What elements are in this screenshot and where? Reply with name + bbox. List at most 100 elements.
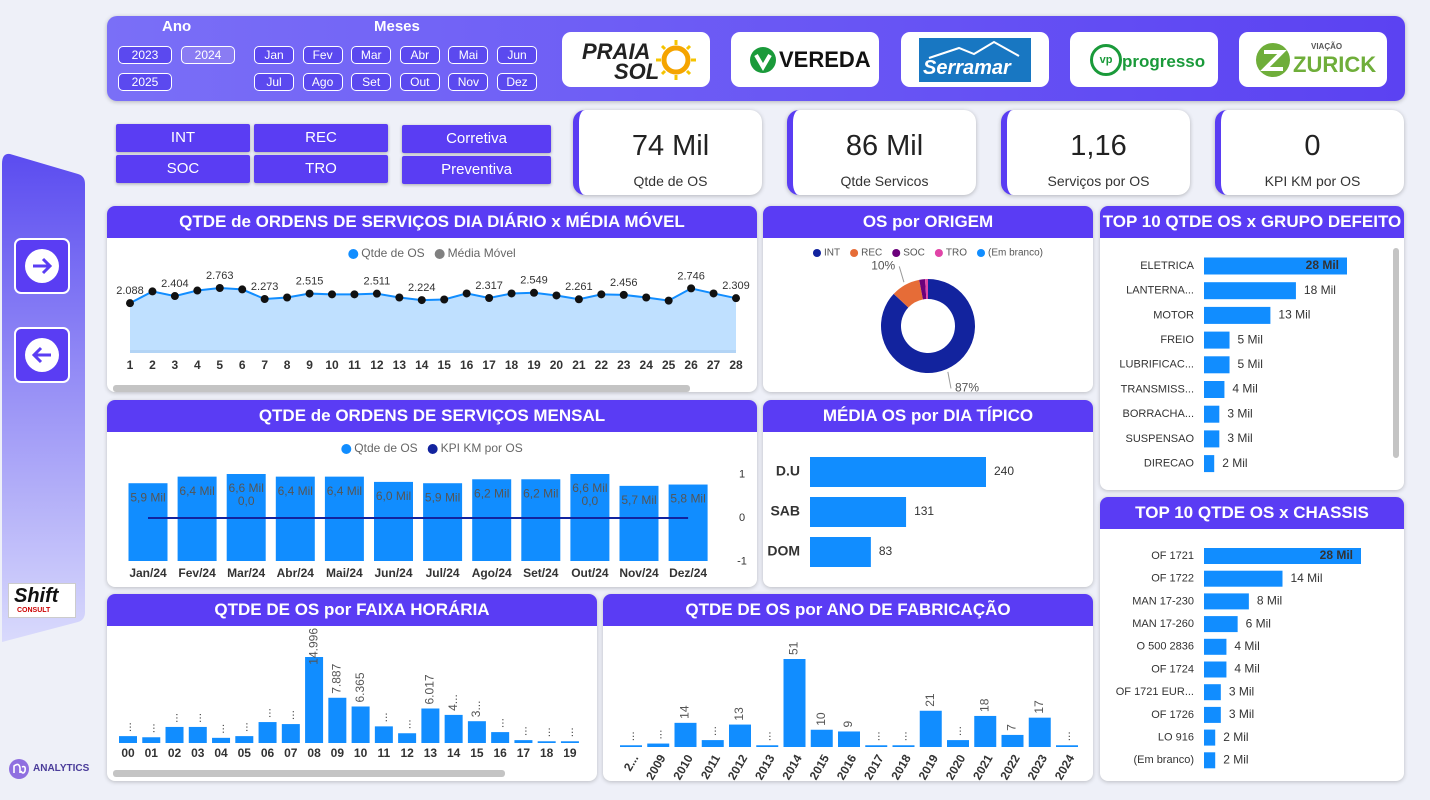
marker: [597, 290, 606, 299]
year-button[interactable]: 2024: [181, 46, 235, 64]
maintenance-button[interactable]: Corretiva: [402, 125, 551, 153]
month-button[interactable]: Out: [399, 73, 440, 91]
legend-label: (Em branco): [988, 248, 1043, 259]
data-label: 51: [787, 641, 801, 655]
month-button[interactable]: Abr: [399, 46, 440, 64]
data-label: 5,9 Mil: [130, 490, 165, 504]
year-button[interactable]: 2025: [118, 73, 172, 91]
data-label: 6,2 Mil: [474, 486, 509, 500]
data-label: 6,4 Mil: [278, 484, 313, 498]
bar: [235, 736, 254, 743]
month-button[interactable]: Set: [351, 73, 392, 91]
baseline-band: [130, 350, 736, 353]
x-tick-label: 2010: [670, 752, 696, 781]
y-tick-label: MAN 17-260: [1132, 618, 1194, 630]
x-tick-label: Ago/24: [472, 566, 512, 580]
marker: [507, 289, 516, 298]
x-tick-label: 2: [149, 358, 156, 372]
marker: [372, 289, 381, 298]
logo-progresso[interactable]: vp progresso: [1070, 32, 1218, 87]
marker: [328, 290, 336, 299]
logo-vereda[interactable]: VEREDA: [731, 32, 879, 87]
donut-slice: [925, 279, 928, 300]
logo-serramar[interactable]: Serramar: [901, 32, 1049, 87]
data-label: ...: [623, 731, 637, 741]
x-tick-label: 25: [662, 358, 676, 372]
bar: [351, 706, 370, 743]
data-label: 2.261: [565, 281, 593, 293]
year-button[interactable]: 2023: [118, 46, 172, 64]
month-button[interactable]: Jul: [254, 73, 294, 91]
bar: [1056, 745, 1078, 747]
data-label: 9: [841, 720, 855, 727]
month-button[interactable]: Mai: [448, 46, 489, 64]
data-label: 2.746: [677, 270, 705, 282]
logo-zurick[interactable]: VIAÇÃO ZURICK: [1239, 32, 1387, 87]
logo-praia-sol[interactable]: PRAIA SOL: [562, 32, 710, 87]
next-button[interactable]: [14, 238, 70, 294]
month-button[interactable]: Jun: [497, 46, 537, 64]
marker: [530, 288, 538, 297]
chart-plot: INT REC SOC TRO (Em branco) 87% 10%: [812, 248, 1043, 392]
logo-text: CONSULT: [17, 607, 51, 614]
marker: [350, 290, 359, 299]
data-label: 18: [977, 698, 991, 712]
x-tick-label: 2009: [643, 752, 669, 781]
month-button[interactable]: Jan: [254, 46, 294, 64]
x-tick-label: Nov/24: [619, 566, 659, 580]
data-label: ...: [868, 731, 882, 741]
back-button[interactable]: [14, 327, 70, 383]
bar: [1204, 548, 1361, 564]
legend-label: REC: [861, 248, 882, 259]
y-tick-label: DOM: [767, 543, 800, 559]
data-label: ...: [896, 731, 910, 741]
y2-tick-label: 0: [739, 512, 745, 524]
month-button[interactable]: Ago: [302, 73, 343, 91]
data-label: 10%: [871, 259, 895, 273]
legend-label: TRO: [946, 248, 967, 259]
data-label: 0,0: [238, 494, 255, 508]
data-label: 21: [923, 693, 937, 707]
marker: [664, 296, 673, 305]
bar: [142, 737, 161, 743]
data-label: 3...: [469, 701, 483, 718]
chart-plot: ... 00... 01... 02... 03... 04... 05... 06... 07…: [113, 628, 579, 777]
bar: [783, 659, 806, 747]
segment-button[interactable]: TRO: [254, 155, 388, 183]
data-label: ...: [399, 719, 413, 729]
x-tick-label: 16: [493, 746, 507, 760]
month-button[interactable]: Fev: [302, 46, 343, 64]
data-label: 3 Mil: [1227, 406, 1252, 420]
x-tick-label: Fev/24: [178, 566, 216, 580]
x-tick-label: 4: [194, 358, 201, 372]
segment-button[interactable]: REC: [254, 124, 388, 152]
data-label: 240: [994, 464, 1014, 478]
kpi-value: 86 Mil: [845, 130, 924, 162]
chart-panel: QTDE DE OS por FAIXA HORÁRIA... 00... 01..…: [107, 594, 597, 781]
x-tick-label: 17: [482, 358, 496, 372]
bar: [1204, 570, 1283, 587]
month-button[interactable]: Nov: [448, 73, 489, 91]
segment-button[interactable]: SOC: [116, 155, 250, 183]
data-label: ...: [539, 727, 553, 737]
y-tick-label: (Em branco): [1133, 754, 1194, 766]
maintenance-button[interactable]: Preventiva: [402, 156, 551, 184]
x-tick-label: 11: [378, 746, 391, 760]
chart-title: QTDE DE OS por FAIXA HORÁRIA: [107, 594, 597, 626]
x-tick-label: 2017: [861, 752, 887, 781]
bar: [281, 724, 300, 743]
month-button[interactable]: Mar: [351, 46, 392, 64]
logo-text: ZURICK: [1293, 52, 1377, 77]
marker: [687, 284, 696, 293]
x-tick-label: 10: [325, 358, 339, 372]
x-tick-label: 03: [191, 746, 205, 760]
x-tick-label: 13: [424, 746, 438, 760]
data-label: 14 Mil: [1291, 571, 1323, 585]
month-button[interactable]: Dez: [497, 73, 537, 91]
segment-button[interactable]: INT: [116, 124, 250, 152]
x-tick-label: 20: [550, 358, 564, 372]
x-tick-label: 28: [729, 358, 743, 372]
x-tick-label: 2023: [1025, 752, 1051, 781]
legend-label: Média Móvel: [448, 246, 516, 260]
